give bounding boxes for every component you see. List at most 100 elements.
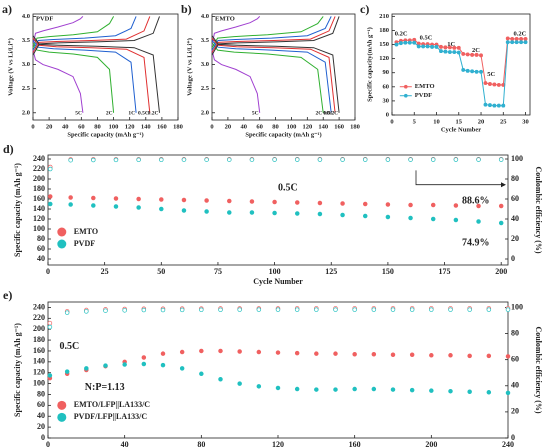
series-line xyxy=(32,16,151,53)
data-point xyxy=(64,369,70,374)
y-tick-label: 3.5 xyxy=(201,37,210,44)
data-point xyxy=(390,352,396,358)
y-axis-label: Voltage (V vs Li/Li⁺) xyxy=(7,38,14,96)
x-tick-label: 140 xyxy=(141,123,151,130)
data-point xyxy=(430,157,436,162)
data-point xyxy=(505,40,510,45)
x-tick-label: 160 xyxy=(349,440,361,448)
data-point xyxy=(412,40,417,45)
annotation: N:P=1.13 xyxy=(85,382,125,393)
series-line xyxy=(32,16,137,51)
x-tick-label: 240 xyxy=(502,440,514,448)
data-point xyxy=(314,307,319,312)
y-tick-label: 150 xyxy=(379,41,389,48)
data-point xyxy=(256,384,262,389)
data-point xyxy=(385,157,391,162)
y-tick-label: 200 xyxy=(33,174,45,183)
x-tick-label: 60 xyxy=(256,123,263,130)
x-tick-label: 40 xyxy=(241,123,248,130)
data-point xyxy=(514,40,519,45)
data-point xyxy=(390,387,396,392)
data-point xyxy=(68,157,73,163)
series-line xyxy=(211,35,340,113)
data-point xyxy=(295,157,300,162)
y-axis-label: Specific capacity(mAh g⁻¹) xyxy=(366,27,373,102)
series-line xyxy=(32,16,115,48)
y2-tick-label: 100 xyxy=(511,154,523,163)
series-line xyxy=(32,49,84,113)
data-point xyxy=(453,203,459,208)
data-point xyxy=(492,103,497,108)
data-point xyxy=(227,157,232,162)
data-point xyxy=(498,220,504,226)
data-point xyxy=(295,200,300,205)
data-point xyxy=(408,215,413,221)
data-point xyxy=(340,157,345,162)
x-tick-label: 120 xyxy=(125,123,135,130)
x-tick-label: 100 xyxy=(287,123,297,130)
data-point xyxy=(68,202,73,207)
data-point xyxy=(64,310,70,315)
data-point xyxy=(453,157,459,162)
data-point xyxy=(467,307,472,312)
data-point xyxy=(340,212,345,218)
x-tick-label: 40 xyxy=(62,123,69,130)
data-point xyxy=(47,373,53,378)
y2-tick-label: 20 xyxy=(511,407,519,416)
data-point xyxy=(470,52,475,57)
data-point xyxy=(371,386,377,392)
data-point xyxy=(179,349,185,355)
data-point xyxy=(452,50,457,55)
series-line xyxy=(32,35,160,113)
plot-frame xyxy=(211,13,356,121)
data-point xyxy=(385,202,391,207)
curve-label: 0.2C xyxy=(148,110,159,116)
x-tick-label: 0 xyxy=(390,118,393,125)
data-point xyxy=(218,307,223,313)
x-axis-label: Cycle Number xyxy=(441,126,481,133)
data-point xyxy=(519,40,524,45)
y-axis-label: Voltage (V vs Li/Li⁺) xyxy=(186,38,193,96)
data-point xyxy=(272,199,277,205)
y2-tick-label: 80 xyxy=(511,328,519,337)
x-tick-label: 5 xyxy=(413,118,417,125)
series-line xyxy=(211,16,336,53)
data-point xyxy=(523,40,528,45)
data-point xyxy=(122,362,127,367)
data-point xyxy=(408,202,413,208)
x-tick-label: 120 xyxy=(302,123,312,130)
data-point xyxy=(461,51,466,56)
series-line xyxy=(211,16,261,46)
data-point xyxy=(448,353,453,358)
data-point xyxy=(48,166,53,172)
data-point xyxy=(160,362,166,368)
data-point xyxy=(275,307,281,312)
data-point xyxy=(390,307,396,312)
data-point xyxy=(443,49,448,54)
data-point xyxy=(84,309,89,314)
x-tick-label: 80 xyxy=(197,440,205,448)
x-axis-label: Specific capacity (mAh g⁻¹) xyxy=(67,131,143,138)
data-point xyxy=(496,103,501,108)
curve-label: 0.5C xyxy=(138,110,149,116)
data-point xyxy=(181,208,187,213)
data-point xyxy=(272,210,277,216)
data-point xyxy=(84,366,89,371)
data-point xyxy=(256,307,262,312)
x-tick-label: 30 xyxy=(522,118,529,125)
y-tick-label: 0 xyxy=(41,433,45,442)
data-point xyxy=(317,211,323,217)
data-point xyxy=(453,217,459,223)
y-tick-label: 4.0 xyxy=(201,13,209,20)
legend-label: PVDF xyxy=(74,239,95,248)
series-line xyxy=(211,37,336,113)
data-point xyxy=(476,157,481,162)
data-point xyxy=(352,351,357,357)
series-line xyxy=(211,49,261,113)
legend-label: EMTO xyxy=(74,227,98,236)
x-tick-label: 200 xyxy=(425,440,437,448)
data-point xyxy=(479,69,483,74)
data-point xyxy=(434,44,439,49)
data-point xyxy=(218,376,223,382)
data-point xyxy=(487,82,492,86)
